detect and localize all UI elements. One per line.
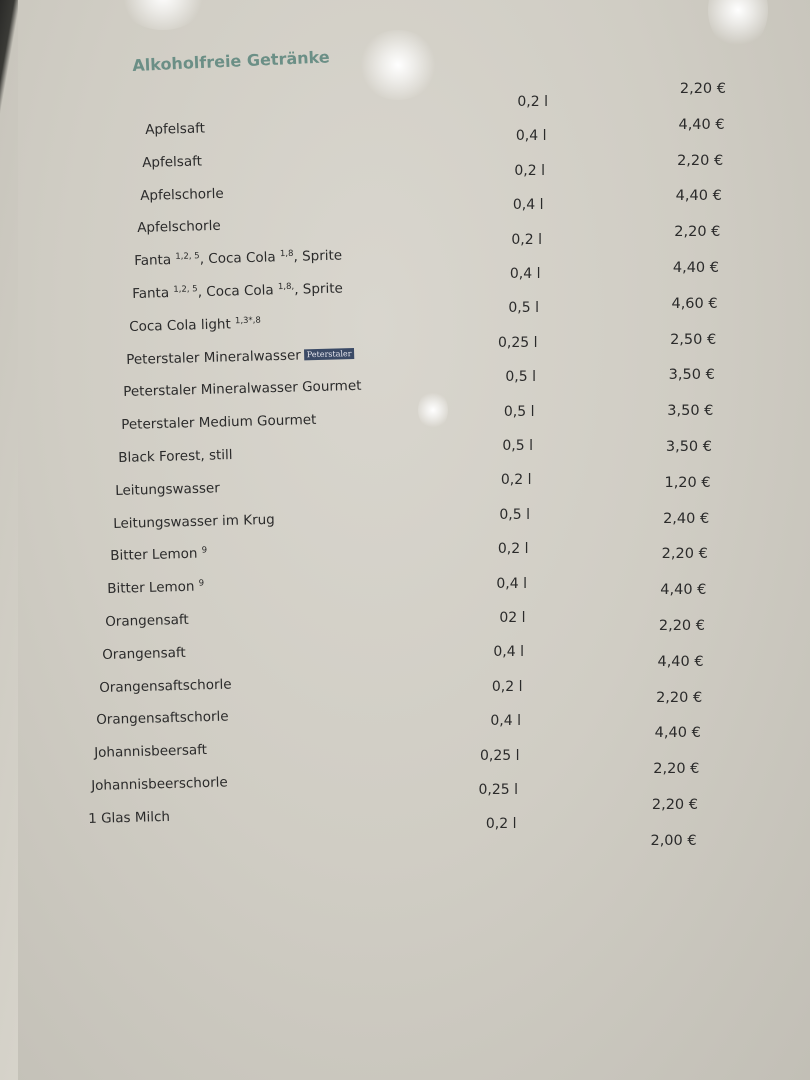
menu-item: 1 Glas Milch — [88, 809, 170, 827]
price: 2,40 € — [663, 510, 710, 527]
item-name: Coca Cola light — [128, 316, 231, 335]
menu-item: Apfelsaft — [145, 120, 205, 138]
item-name: Bitter Lemon — [109, 546, 198, 565]
allergen-note: 1,8 — [279, 249, 294, 260]
item-name: Johannisbeersaft — [93, 742, 207, 762]
price: 1,20 € — [664, 474, 711, 491]
menu-item: Johannisbeersaft — [94, 742, 207, 761]
menu-item: Orangensaft — [102, 645, 186, 663]
price: 2,20 € — [651, 797, 698, 813]
allergen-note: 9 — [201, 545, 208, 556]
price: 2,20 € — [674, 224, 721, 241]
menu-item: Orangensaft — [105, 612, 189, 630]
volume: 0,4 l — [509, 266, 541, 282]
item-name-suffix: , Sprite — [293, 280, 343, 298]
item-name: Fanta — [131, 285, 169, 302]
volume: 0,2 l — [517, 94, 548, 110]
light-glare — [418, 390, 448, 430]
volume: 0,5 l — [499, 506, 530, 523]
allergen-note: 1,2, 5 — [172, 284, 198, 295]
light-glare — [708, 0, 768, 50]
menu-item: Black Forest, still — [118, 447, 233, 466]
menu-item: Coca Cola light 1,3*,8 — [129, 315, 261, 334]
price: 4,40 € — [660, 582, 707, 599]
price: 4,40 € — [678, 116, 725, 133]
volume: 0,25 l — [497, 334, 538, 351]
price: 4,40 € — [657, 653, 704, 670]
item-name: Orangensaft — [104, 611, 189, 630]
item-name-suffix: , Coca Cola — [199, 249, 277, 268]
price: 3,50 € — [665, 439, 712, 455]
volume: 0,2 l — [485, 816, 517, 833]
item-name-suffix: , Sprite — [293, 247, 343, 266]
volume: 0,2 l — [514, 162, 545, 179]
price: 2,20 € — [656, 689, 703, 706]
volume: 0,5 l — [503, 403, 535, 420]
allergen-note: 1,2, 5 — [175, 251, 200, 263]
item-name: Apfelsaft — [142, 153, 203, 171]
price: 3,50 € — [668, 367, 715, 384]
price: 2,20 € — [653, 761, 700, 778]
item-name: Black Forest, still — [118, 447, 233, 466]
item-name: Apfelsaft — [145, 120, 206, 138]
volume: 0,2 l — [497, 541, 529, 558]
volume: 0,25 l — [478, 782, 518, 798]
menu-item: Leitungswasser — [115, 480, 220, 499]
item-name: Fanta — [134, 252, 172, 270]
price: 3,50 € — [667, 403, 714, 420]
volume: 0,25 l — [479, 747, 520, 764]
light-glare — [358, 30, 438, 100]
allergen-note: 1,3*,8 — [234, 315, 261, 327]
menu-item: Apfelschorle — [140, 185, 224, 203]
price: 2,50 € — [670, 331, 717, 348]
volume: 0,5 l — [508, 300, 539, 317]
allergen-note: 1,8, — [277, 281, 294, 293]
volume: 0,2 l — [500, 472, 532, 489]
volume: 0,4 l — [512, 197, 544, 214]
menu-item: Orangensaftschorle — [99, 676, 232, 695]
light-glare — [118, 0, 208, 30]
price: 4,40 € — [672, 260, 719, 276]
menu-item: Apfelschorle — [137, 218, 221, 236]
menu-item: Bitter Lemon 9 — [107, 579, 204, 598]
price: 2,20 € — [661, 546, 708, 563]
allergen-note: 9 — [198, 578, 205, 589]
volume: 0,4 l — [490, 713, 521, 730]
item-name: Apfelschorle — [136, 218, 221, 237]
volume: 0,4 l — [493, 644, 524, 661]
item-name: Orangensaft — [101, 644, 186, 663]
price: 4,40 € — [654, 725, 701, 742]
item-name: Apfelschorle — [139, 185, 224, 204]
volume: 0,2 l — [511, 231, 542, 248]
volume: 0,2 l — [491, 678, 523, 695]
item-name: Bitter Lemon — [107, 578, 195, 598]
menu-page — [18, 0, 810, 1080]
brand-logo: Peterstaler — [303, 347, 355, 360]
volume: 0,4 l — [515, 128, 547, 145]
price: 2,20 € — [658, 618, 705, 634]
price: 4,60 € — [671, 295, 718, 312]
item-name-suffix: , Coca Cola — [197, 282, 274, 301]
volume: 0,5 l — [502, 438, 533, 454]
price: 2,20 € — [679, 81, 726, 97]
item-name: 1 Glas Milch — [88, 808, 171, 827]
volume: 0,4 l — [496, 575, 527, 592]
item-name: Orangensaftschorle — [99, 676, 232, 696]
item-name: Leitungswasser — [115, 480, 221, 499]
menu-item: Apfelsaft — [142, 153, 202, 171]
menu-item: Bitter Lemon 9 — [110, 546, 207, 565]
price: 2,20 € — [677, 152, 724, 169]
volume: 0,5 l — [505, 369, 536, 386]
price: 4,40 € — [675, 188, 722, 205]
price: 2,00 € — [650, 832, 697, 849]
volume: 02 l — [499, 610, 526, 626]
